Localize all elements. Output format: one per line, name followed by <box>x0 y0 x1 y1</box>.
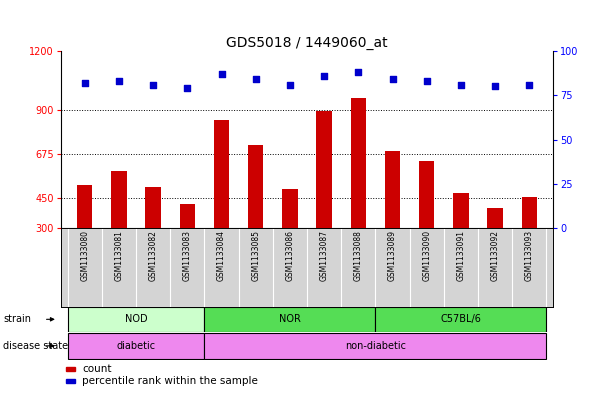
Text: disease state: disease state <box>3 341 68 351</box>
Point <box>388 76 398 83</box>
Point <box>422 78 432 84</box>
Text: NOD: NOD <box>125 314 147 324</box>
Point <box>216 71 226 77</box>
FancyBboxPatch shape <box>204 332 547 359</box>
Point <box>319 73 329 79</box>
FancyBboxPatch shape <box>67 307 204 332</box>
Bar <box>282 189 298 228</box>
Bar <box>419 161 435 228</box>
Point <box>456 81 466 88</box>
Bar <box>316 111 332 228</box>
Text: GSM1133080: GSM1133080 <box>80 230 89 281</box>
Bar <box>385 151 400 228</box>
Text: GSM1133084: GSM1133084 <box>217 230 226 281</box>
Text: diabetic: diabetic <box>117 341 156 351</box>
Text: C57BL/6: C57BL/6 <box>441 314 482 324</box>
FancyBboxPatch shape <box>67 332 204 359</box>
Text: GSM1133092: GSM1133092 <box>491 230 500 281</box>
Text: strain: strain <box>3 314 31 324</box>
Bar <box>66 379 75 384</box>
Bar <box>111 171 126 228</box>
Point <box>490 83 500 90</box>
Bar <box>77 185 92 228</box>
Point <box>182 85 192 91</box>
FancyBboxPatch shape <box>375 307 547 332</box>
Point <box>525 81 534 88</box>
Bar <box>179 204 195 228</box>
Point <box>353 69 363 75</box>
Bar <box>522 196 537 228</box>
Text: non-diabetic: non-diabetic <box>345 341 406 351</box>
Point <box>285 81 295 88</box>
Bar <box>488 208 503 228</box>
Bar <box>214 120 229 228</box>
Bar <box>248 145 263 228</box>
Text: count: count <box>82 364 111 374</box>
Bar <box>145 187 161 228</box>
Text: GSM1133083: GSM1133083 <box>183 230 192 281</box>
Text: NOR: NOR <box>279 314 301 324</box>
Point <box>251 76 261 83</box>
FancyBboxPatch shape <box>204 307 375 332</box>
Point <box>148 81 158 88</box>
Point <box>114 78 124 84</box>
Text: GSM1133089: GSM1133089 <box>388 230 397 281</box>
Text: GSM1133091: GSM1133091 <box>457 230 466 281</box>
Text: GSM1133086: GSM1133086 <box>285 230 294 281</box>
Text: GSM1133081: GSM1133081 <box>114 230 123 281</box>
Text: GSM1133088: GSM1133088 <box>354 230 363 281</box>
Bar <box>351 98 366 228</box>
Text: percentile rank within the sample: percentile rank within the sample <box>82 376 258 386</box>
Text: GSM1133093: GSM1133093 <box>525 230 534 281</box>
Text: GSM1133085: GSM1133085 <box>251 230 260 281</box>
Bar <box>66 367 75 371</box>
Text: GSM1133087: GSM1133087 <box>320 230 329 281</box>
Bar <box>453 193 469 228</box>
Text: GSM1133090: GSM1133090 <box>422 230 431 281</box>
Point <box>80 80 89 86</box>
Text: GSM1133082: GSM1133082 <box>148 230 157 281</box>
Title: GDS5018 / 1449060_at: GDS5018 / 1449060_at <box>226 36 388 50</box>
